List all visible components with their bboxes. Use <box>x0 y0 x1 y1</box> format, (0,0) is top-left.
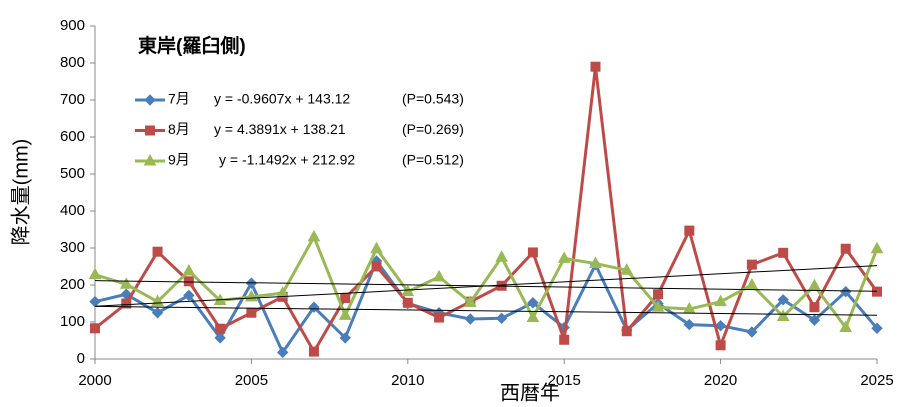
y-tick-label: 900 <box>60 17 85 34</box>
x-tick-label: 2015 <box>548 372 581 389</box>
marker <box>651 300 665 312</box>
marker <box>215 323 226 334</box>
x-axis-title: 西暦年 <box>500 381 560 404</box>
legend-equation: y = 4.3891x + 138.21 <box>214 121 346 137</box>
marker <box>276 346 289 359</box>
trend-line <box>94 280 878 292</box>
marker <box>88 267 102 280</box>
marker <box>653 289 664 300</box>
y-tick-label: 400 <box>60 202 85 219</box>
y-tick-label: 700 <box>60 91 85 108</box>
legend-label: 7月 <box>168 91 190 107</box>
marker <box>434 312 445 323</box>
marker <box>370 241 383 254</box>
x-tick-label: 2020 <box>704 372 737 389</box>
marker <box>152 246 163 257</box>
legend-marker <box>145 125 155 136</box>
chart-title: 東岸(羅臼側) <box>138 34 246 57</box>
y-tick-label: 300 <box>60 239 85 256</box>
legend-equation: y = -1.1492x + 212.92 <box>219 152 355 168</box>
x-tick-label: 2005 <box>235 372 268 389</box>
marker <box>339 332 351 344</box>
x-tick-label: 2000 <box>78 372 111 389</box>
marker <box>684 225 695 236</box>
x-tick-label: 2010 <box>391 372 424 389</box>
marker <box>776 309 790 321</box>
marker <box>183 289 195 302</box>
marker <box>809 302 820 313</box>
marker <box>870 241 884 254</box>
marker <box>183 276 194 287</box>
trend-line <box>94 305 878 316</box>
marker <box>745 277 759 290</box>
legend-label: 9月 <box>168 152 190 168</box>
marker <box>527 247 538 258</box>
y-tick-label: 200 <box>60 276 85 293</box>
marker <box>526 310 540 323</box>
marker <box>557 251 571 263</box>
marker <box>714 294 727 307</box>
marker <box>840 285 852 298</box>
marker <box>495 250 508 262</box>
marker <box>214 332 226 344</box>
marker <box>432 269 446 282</box>
marker <box>808 278 821 291</box>
y-axis-title: 降水量(mm) <box>9 139 32 246</box>
marker <box>527 297 539 309</box>
marker <box>401 284 415 297</box>
marker <box>371 261 382 272</box>
marker <box>840 243 851 254</box>
y-tick-label: 0 <box>77 350 85 367</box>
legend-p-value: (P=0.543) <box>402 91 464 107</box>
marker <box>746 259 757 270</box>
legend-p-value: (P=0.269) <box>402 121 464 137</box>
marker <box>307 229 321 242</box>
y-tick-label: 600 <box>60 128 85 145</box>
series-line <box>94 257 879 356</box>
legend-marker <box>144 94 156 106</box>
legend-equation: y = -0.9607x + 143.12 <box>214 91 350 107</box>
marker <box>276 286 290 298</box>
marker <box>589 256 602 269</box>
y-tick-label: 800 <box>60 54 85 71</box>
marker <box>151 307 164 319</box>
marker <box>338 308 352 320</box>
marker <box>119 277 133 289</box>
marker <box>620 263 634 275</box>
marker <box>402 297 413 308</box>
marker <box>182 263 196 276</box>
marker <box>808 314 821 326</box>
series-line <box>94 66 879 355</box>
marker <box>308 346 319 357</box>
marker <box>464 313 477 325</box>
marker <box>871 322 883 334</box>
marker <box>340 292 351 303</box>
marker <box>621 326 632 337</box>
x-tick-label: 2025 <box>860 372 893 389</box>
marker <box>90 323 100 334</box>
marker <box>121 298 132 309</box>
marker <box>683 318 696 331</box>
y-tick-label: 500 <box>60 165 85 182</box>
marker <box>495 312 508 325</box>
marker <box>778 247 789 258</box>
legend-marker <box>143 153 157 166</box>
marker <box>590 61 601 72</box>
legend-p-value: (P=0.512) <box>402 152 464 168</box>
marker <box>89 295 101 308</box>
marker <box>839 320 853 333</box>
marker <box>777 294 789 306</box>
marker <box>746 326 758 338</box>
marker <box>464 295 477 307</box>
marker <box>246 307 257 318</box>
legend-label: 8月 <box>168 121 190 137</box>
marker <box>714 319 727 332</box>
y-tick-label: 100 <box>60 313 85 330</box>
marker <box>715 340 726 351</box>
marker <box>559 334 570 345</box>
marker <box>308 301 320 313</box>
